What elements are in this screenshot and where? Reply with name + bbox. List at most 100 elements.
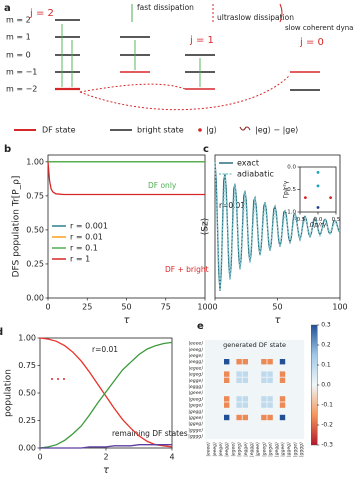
col-label: |gege⟩ (268, 442, 274, 457)
cell (261, 414, 267, 421)
cell (236, 359, 242, 365)
cell (242, 371, 248, 377)
cell (230, 359, 236, 365)
cell (224, 340, 230, 346)
y-tick-label: 1.00 (18, 334, 36, 343)
cell (286, 383, 292, 390)
arrow-legend: slow coherent dynamics (285, 24, 353, 32)
cell (205, 365, 211, 371)
cell (211, 408, 217, 414)
x-tick-label: 75 (161, 302, 171, 311)
cell (224, 383, 230, 390)
cell (298, 414, 304, 421)
row-label: |ggge⟩ (188, 427, 203, 433)
cell (217, 396, 224, 402)
x-axis-label: Ωp/rγ (309, 222, 327, 229)
cell (255, 352, 261, 359)
cell (298, 365, 304, 371)
col-label: |ggee⟩ (280, 442, 286, 457)
cell (267, 352, 273, 359)
icon-dot (51, 378, 53, 380)
y-tick-label: 0.0 (287, 165, 296, 171)
cell (261, 359, 267, 365)
cell (255, 433, 261, 439)
cell (224, 408, 230, 414)
cell (255, 427, 261, 433)
legend-label: adiabatic (237, 170, 274, 179)
fast-arrows (61, 24, 201, 87)
cell (236, 433, 242, 439)
colorbar-label: 0.2 (321, 342, 331, 349)
annotation: remaining DF states (112, 429, 188, 438)
icon-dot (63, 378, 65, 380)
cell (279, 414, 286, 421)
cell (298, 408, 304, 414)
cell (292, 383, 298, 390)
row-label: |gege⟩ (188, 403, 203, 409)
cell (211, 352, 217, 359)
legend-text: bright state (137, 126, 184, 135)
cell (236, 377, 242, 383)
y-tick-label: 0.00 (26, 294, 44, 303)
plot-frame (47, 154, 206, 299)
panel-label: e (197, 321, 204, 332)
cell (211, 346, 217, 352)
cell (224, 346, 230, 352)
cell (205, 340, 211, 346)
x-axis-label: τ (123, 315, 130, 326)
x-tick-label: 0 (45, 302, 50, 311)
cell (273, 359, 279, 365)
cell (248, 346, 255, 352)
y-axis-label: DFS population Tr[P_ρ] (12, 176, 22, 278)
cell (261, 433, 267, 439)
x-tick-label: 0.5 (332, 217, 341, 223)
legend-text: |eg⟩ − |ge⟩ (255, 126, 298, 135)
cell (286, 346, 292, 352)
cell (267, 402, 273, 408)
cell (224, 414, 230, 421)
cell (261, 396, 267, 402)
cell (230, 377, 236, 383)
cell (217, 421, 224, 427)
panel-label: b (4, 144, 11, 155)
cell (205, 352, 211, 359)
m-label: m = 2 (6, 16, 31, 25)
cell (273, 377, 279, 383)
panel-label: c (203, 144, 209, 155)
cell (286, 421, 292, 427)
plot-frame (39, 337, 173, 449)
cell (298, 396, 304, 402)
cell (236, 421, 242, 427)
cell (217, 346, 224, 352)
cell (279, 340, 286, 346)
row-label: |ggeg⟩ (188, 421, 203, 427)
legend-label: r = 1 (70, 255, 90, 264)
cell (211, 390, 217, 396)
cell (267, 383, 273, 390)
cell (261, 390, 267, 396)
cell (236, 396, 242, 402)
levels (55, 19, 320, 91)
cell (224, 396, 230, 402)
m-label: m = 0 (6, 51, 31, 60)
cell (279, 433, 286, 439)
cell (279, 396, 286, 402)
cell (286, 396, 292, 402)
m-label: m = 1 (6, 33, 31, 42)
cell (279, 371, 286, 377)
cell (279, 390, 286, 396)
panel-label: a (4, 3, 11, 14)
colorbar-label: -0.1 (321, 402, 333, 409)
colorbar-label: -0.2 (321, 422, 333, 429)
cell (267, 408, 273, 414)
x-tick-label: 100 (197, 302, 212, 311)
cell (242, 396, 248, 402)
cell (242, 433, 248, 439)
ultraslow-arrow (79, 74, 291, 111)
cell (211, 377, 217, 383)
cell (205, 359, 211, 365)
panel-label: d (0, 327, 3, 338)
point (329, 196, 332, 200)
ultraslow-arrow (79, 83, 186, 93)
cell (292, 346, 298, 352)
